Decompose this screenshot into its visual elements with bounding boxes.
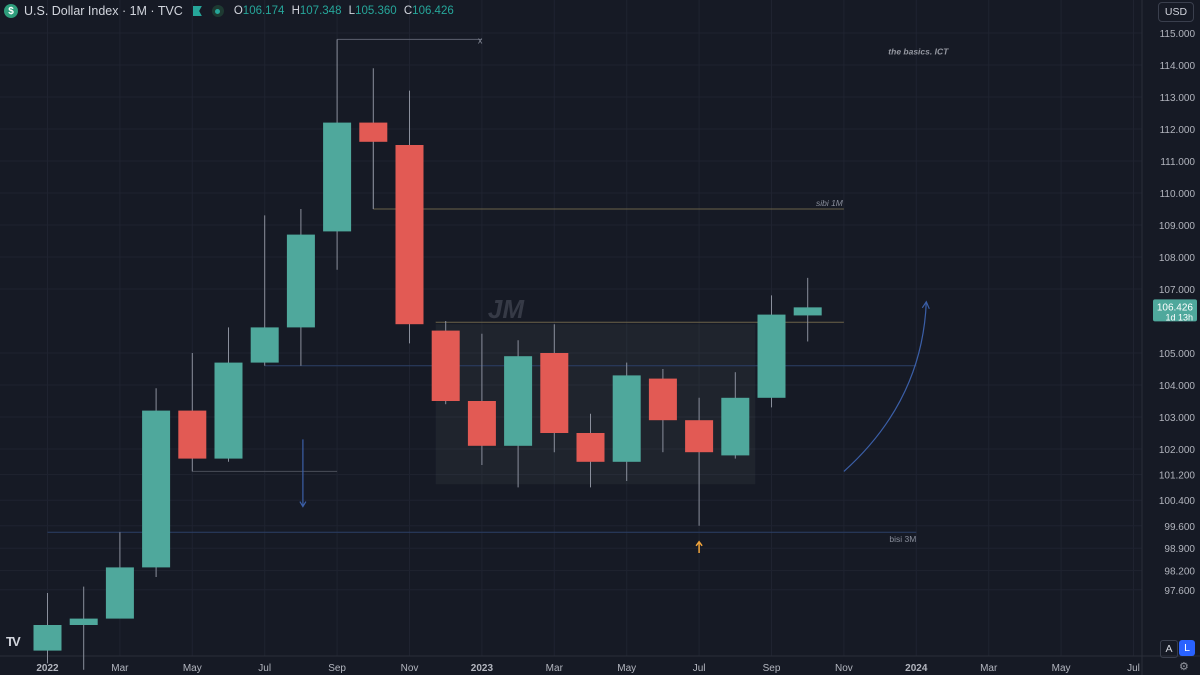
high-marker-label: x: [478, 35, 483, 45]
price-tick-label: 99.600: [1164, 522, 1195, 533]
time-tick-label: May: [183, 663, 202, 674]
bisi-label: bisi 3M: [889, 534, 916, 544]
projection-arrow-curve: [843, 301, 927, 472]
price-tick-label: 115.000: [1160, 29, 1196, 40]
price-tick-label: 108.000: [1159, 253, 1196, 264]
candle-body: [757, 314, 786, 398]
countdown-label: 1d 13h: [1165, 312, 1193, 322]
projection-arrow-head: [921, 300, 930, 310]
candle-body: [504, 356, 533, 446]
last-price-tag: [1153, 299, 1197, 322]
price-tick-label: 112.000: [1160, 125, 1196, 136]
price-axis[interactable]: 115.000 114.000 113.000 112.000 111.000 110.0…: [1153, 29, 1197, 597]
candle-body: [648, 378, 677, 421]
candle-body: [286, 234, 315, 328]
time-tick-label: Jul: [693, 663, 706, 674]
close-value: 106.426: [412, 5, 454, 17]
price-tick-label: 113.000: [1160, 93, 1196, 104]
open-key: O: [233, 5, 243, 17]
ohlc-readout: O106.174 H107.348 L105.360 C106.426: [234, 5, 458, 17]
candle-series: [33, 39, 822, 670]
candle-body: [576, 433, 605, 462]
candle-body: [105, 567, 134, 619]
time-tick-label: Nov: [835, 663, 853, 674]
candle-body: [540, 353, 569, 433]
symbol-title[interactable]: U.S. Dollar Index · 1M · TVC: [24, 4, 183, 18]
time-tick-label: Sep: [328, 663, 346, 674]
price-tick-label: 98.900: [1164, 544, 1195, 555]
price-tick-label: 111.000: [1160, 157, 1195, 168]
symbol-header[interactable]: $ U.S. Dollar Index · 1M · TVC O106.174 …: [4, 2, 458, 20]
high-value: 107.348: [299, 5, 342, 17]
price-tick-label: 103.000: [1159, 413, 1196, 424]
candle-body: [142, 410, 171, 568]
chart-drawings: JM x sibi 1M bisi 3M the basics. ICT: [47, 35, 949, 553]
price-tick-label: 110.000: [1160, 189, 1196, 200]
candle-body: [69, 618, 98, 625]
dollar-symbol-icon: $: [4, 4, 18, 18]
candle-body: [431, 330, 460, 401]
time-axis[interactable]: 2022 Mar May Jul Sep Nov 2023 Mar May Jul Sep Nov 20…: [36, 663, 1140, 674]
time-tick-label: Mar: [980, 663, 998, 674]
time-tick-label: 2023: [471, 663, 494, 674]
price-tick-label: 105.000: [1159, 349, 1196, 360]
time-tick-label: Mar: [546, 663, 564, 674]
price-tick-label: 109.000: [1159, 221, 1196, 232]
candle-body: [721, 397, 750, 456]
price-tick-label: 98.200: [1164, 567, 1195, 578]
time-tick-label: Jul: [258, 663, 271, 674]
price-tick-label: 104.000: [1159, 381, 1196, 392]
candle-body: [793, 307, 822, 316]
down-arrow-head: [299, 501, 307, 508]
time-tick-label: Sep: [763, 663, 781, 674]
signature-text: the basics. ICT: [888, 47, 949, 57]
candle-body: [685, 420, 714, 453]
close-key: C: [403, 5, 413, 17]
time-tick-label: May: [617, 663, 636, 674]
price-tick-label: 114.000: [1160, 61, 1196, 72]
low-key: L: [348, 5, 356, 17]
market-status-icon[interactable]: [211, 5, 224, 17]
price-tick-label: 102.000: [1159, 445, 1196, 456]
candle-body: [250, 327, 279, 363]
price-tick-label: 101.200: [1159, 471, 1196, 482]
time-tick-label: May: [1052, 663, 1071, 674]
tradingview-logo[interactable]: TV: [6, 634, 21, 649]
candle-body: [178, 410, 207, 459]
currency-button[interactable]: USD: [1158, 2, 1194, 22]
candle-body: [214, 362, 243, 459]
time-tick-label: Jul: [1127, 663, 1140, 674]
log-scale-button[interactable]: L: [1179, 640, 1195, 656]
last-price-label: 106.426: [1157, 302, 1194, 313]
time-tick-label: Nov: [401, 663, 419, 674]
candle-body: [359, 122, 388, 142]
candle-body: [323, 122, 352, 232]
high-key: H: [291, 5, 300, 17]
sibi-label: sibi 1M: [816, 198, 844, 208]
candle-body: [467, 401, 496, 446]
candle-body: [33, 625, 62, 651]
flag-icon[interactable]: [192, 6, 202, 16]
up-marker-head: [695, 540, 703, 547]
low-value: 105.360: [355, 5, 397, 17]
open-value: 106.174: [242, 5, 285, 17]
price-tick-label: 100.400: [1159, 496, 1196, 507]
gear-icon[interactable]: ⚙: [1179, 661, 1189, 673]
candle-body: [395, 145, 424, 325]
price-tick-label: 97.600: [1164, 586, 1195, 597]
time-tick-label: 2024: [905, 663, 928, 674]
watermark-jm: JM: [488, 294, 525, 324]
candle-body: [612, 375, 641, 462]
time-tick-label: Mar: [111, 663, 129, 674]
time-tick-label: 2022: [36, 663, 59, 674]
price-tick-label: 107.000: [1159, 285, 1196, 296]
auto-scale-button[interactable]: A: [1160, 640, 1178, 658]
